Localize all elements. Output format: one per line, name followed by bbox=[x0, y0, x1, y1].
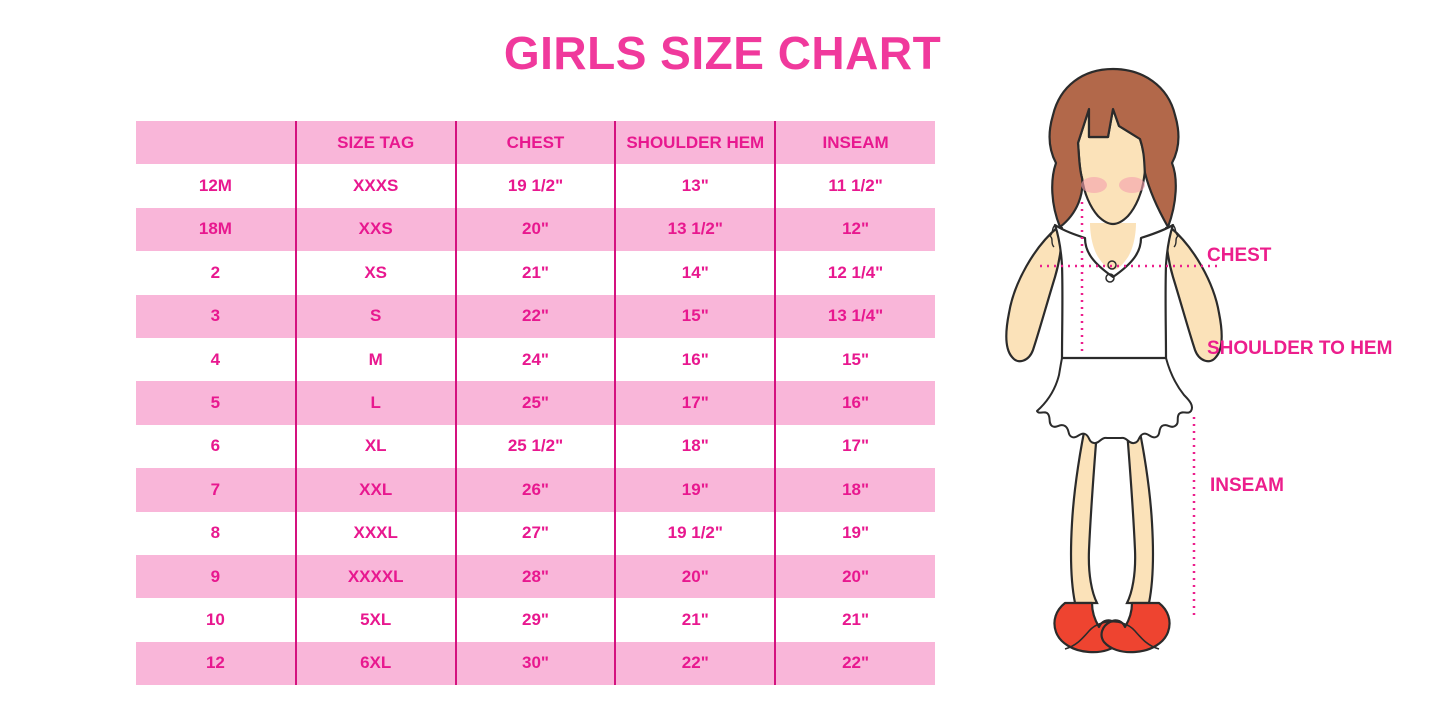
svg-text:INSEAM: INSEAM bbox=[1210, 475, 1284, 496]
svg-text:SHOULDER TO HEM: SHOULDER TO HEM bbox=[1207, 338, 1392, 359]
svg-text:CHEST: CHEST bbox=[1207, 245, 1272, 266]
